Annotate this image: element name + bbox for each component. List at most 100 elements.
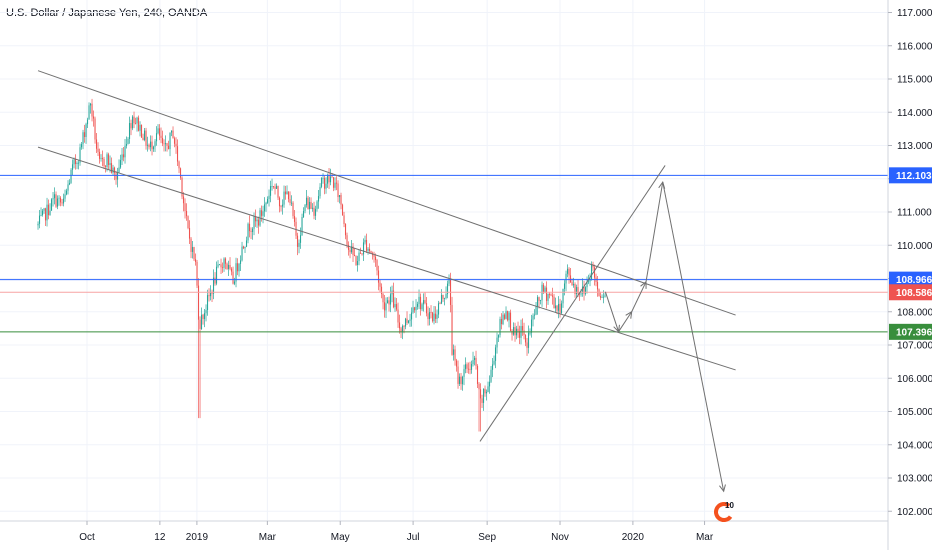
candle [466,362,468,373]
candle [394,297,396,312]
candle [457,360,459,389]
candle [328,167,330,189]
candle [67,180,69,195]
candle [146,136,149,152]
projection-segment[interactable] [645,181,664,282]
tradingview-logo-icon[interactable]: 10 [713,501,735,523]
candle [467,362,470,374]
candle [292,201,294,219]
candle [191,241,194,259]
candle [187,215,189,230]
candle [418,289,420,310]
time-axis[interactable]: Oct 12 2019 Mar May Jul Sep Nov 2020 Mar [79,521,714,543]
candle [416,301,419,310]
candle [550,293,552,297]
trend-line[interactable] [37,146,736,371]
candle [209,285,212,301]
candle [298,239,300,254]
candle [515,325,518,340]
candle [277,185,279,201]
candle [199,316,201,419]
candle [388,296,390,312]
candle [586,276,588,294]
candle [448,274,450,287]
candle [95,132,98,153]
candle [319,183,321,199]
arrow-head-icon [719,484,726,493]
candle [545,281,548,309]
trend-line[interactable] [479,165,666,442]
candle [227,260,230,277]
candle [496,332,498,354]
candle [539,299,542,305]
candle [140,124,143,138]
price-axis[interactable]: 117.000116.000115.000114.000113.000112.0… [888,8,932,518]
candle [452,344,455,361]
candle [391,285,393,303]
candle [451,296,453,356]
candle [583,280,585,301]
projection-segment[interactable] [618,311,633,332]
candle [308,197,311,215]
candle [535,301,537,316]
candle [337,180,339,203]
candle [442,294,444,302]
candle [518,325,521,345]
candle [325,177,327,194]
candle [232,266,234,285]
candle [382,292,384,310]
candle [55,191,57,208]
candle [479,383,482,432]
candle [379,279,381,292]
candle [256,216,258,228]
candle [289,191,291,206]
candle [373,251,375,263]
candle [188,220,191,245]
candle [229,257,231,271]
candle [152,145,155,152]
candle [424,292,426,305]
candle [68,179,71,186]
candle [250,227,252,239]
candle [491,357,494,378]
candle [185,203,188,221]
candle [352,242,354,262]
projection-segment[interactable] [604,291,620,332]
candle [305,190,308,208]
candle [316,200,318,212]
candle [502,310,504,326]
trend-line[interactable] [37,70,736,316]
y-tick-label: 110.000 [897,241,932,252]
candle [287,191,290,203]
candle [481,394,483,409]
candle [259,207,261,227]
candle [422,293,425,312]
candle [257,216,260,234]
candle [157,124,159,135]
candle [313,201,315,220]
projection-segment[interactable] [631,281,647,312]
candle [283,185,285,208]
candle [340,192,342,210]
candle [217,260,219,269]
candle [332,176,335,192]
candle [49,203,51,216]
projection-segment[interactable] [662,181,725,492]
candle [178,160,180,174]
candle [436,309,438,324]
candle [386,297,389,304]
candle [158,124,161,141]
candle [224,257,227,270]
candle [148,143,150,150]
candle [271,178,273,191]
candle [284,185,287,200]
candle [415,299,417,318]
candle [347,241,350,256]
trend-lines [37,70,736,442]
arrow-head-icon [625,310,633,319]
candle [538,296,540,309]
logo-ring [714,502,734,522]
candle [482,388,485,411]
candle [413,306,416,313]
